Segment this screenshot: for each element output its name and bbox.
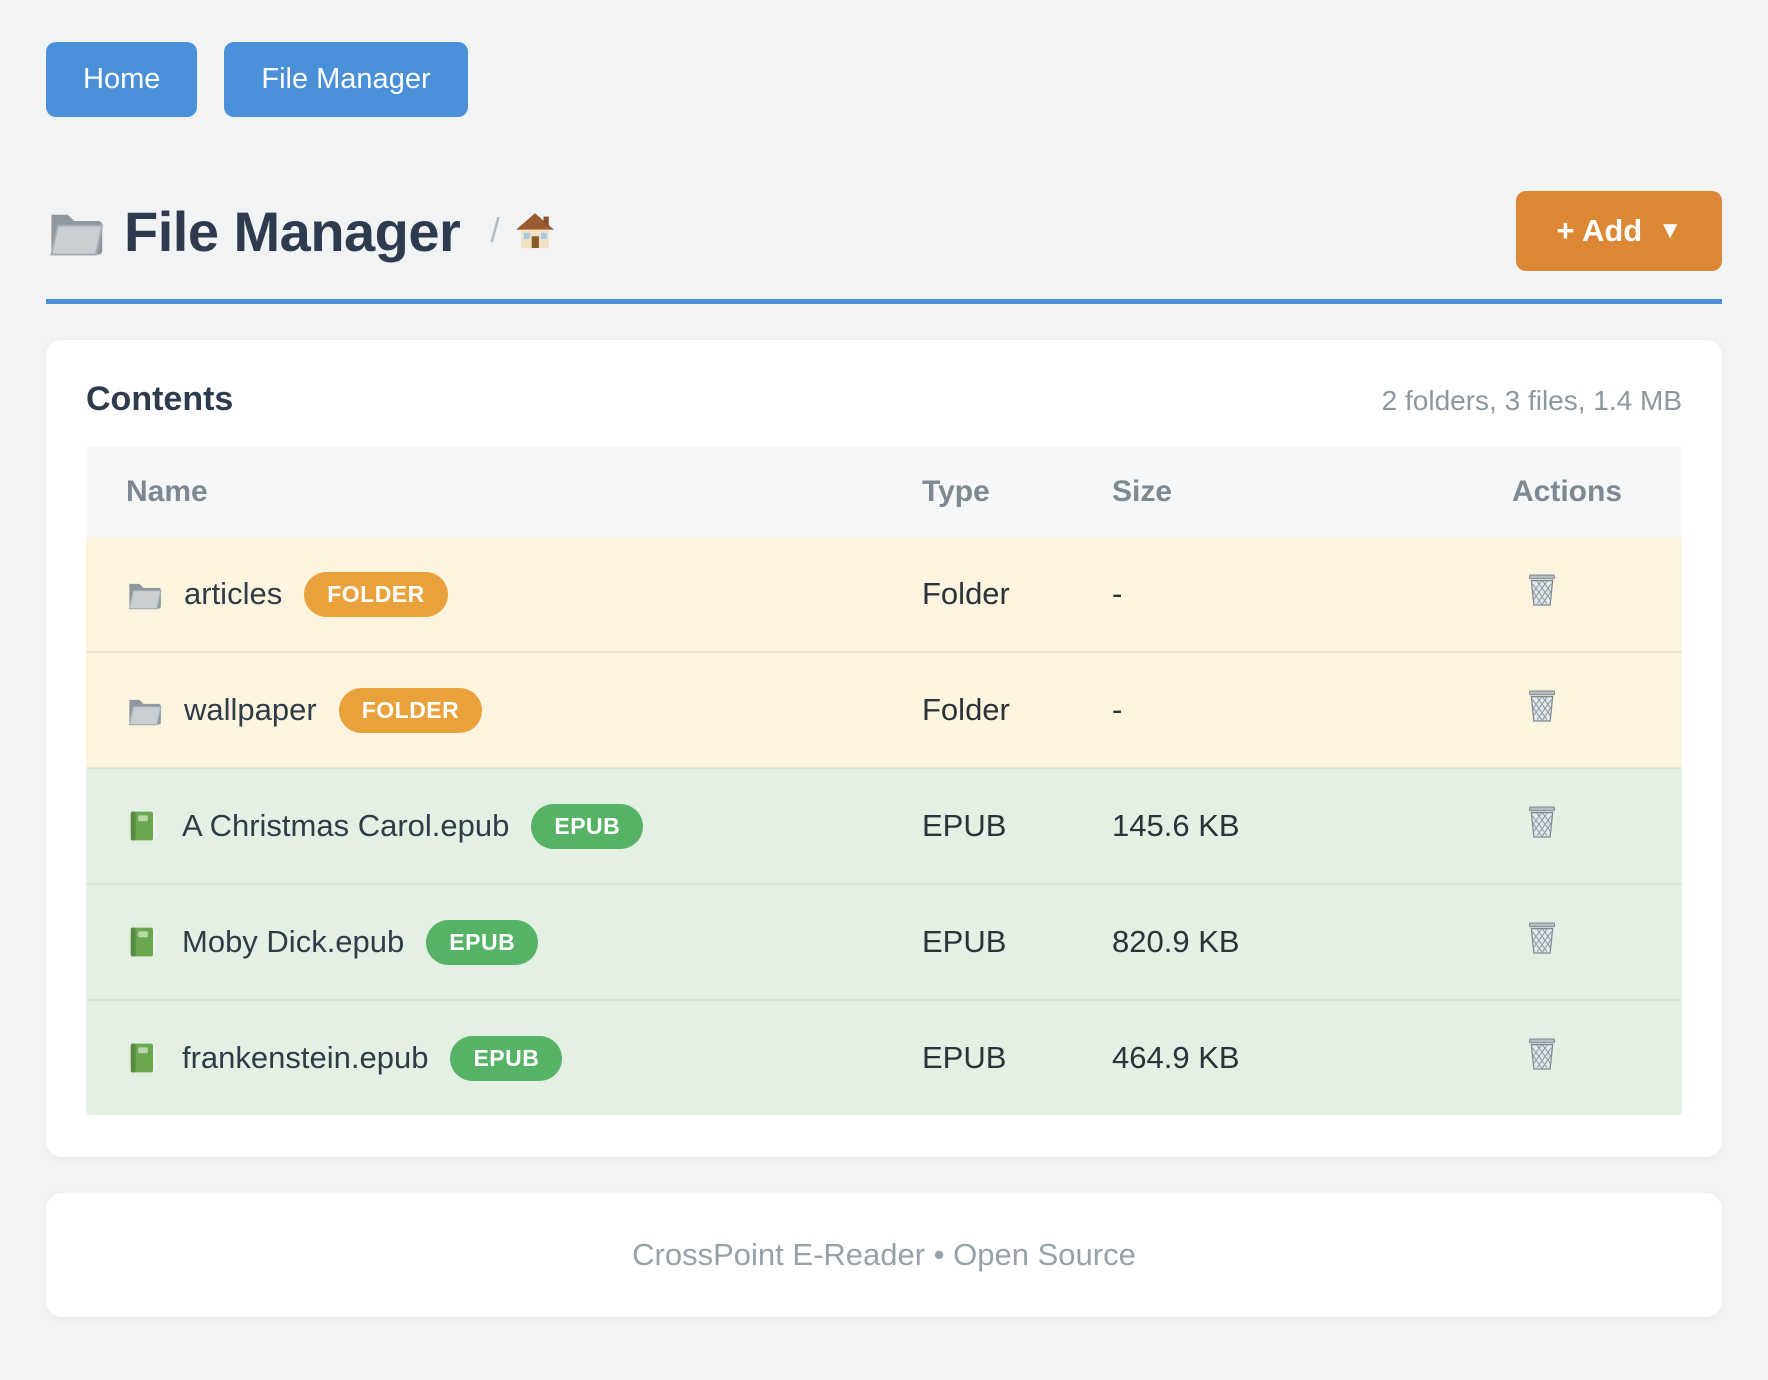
contents-card: Contents 2 folders, 3 files, 1.4 MB Name… (46, 340, 1722, 1157)
contents-title: Contents (86, 380, 234, 418)
file-name[interactable]: articles (184, 576, 283, 611)
type-cell: EPUB (922, 883, 1112, 1000)
table-header-row: Name Type Size Actions (86, 447, 1682, 537)
trash-icon (1522, 802, 1562, 842)
book-icon (126, 925, 160, 959)
folder-icon (126, 576, 162, 612)
trash-button[interactable] (1522, 802, 1562, 842)
type-cell: Folder (922, 651, 1112, 768)
table-row[interactable]: articles FOLDER Folder - (86, 537, 1682, 652)
trash-icon (1522, 686, 1562, 726)
folder-icon (126, 692, 162, 728)
type-cell: EPUB (922, 767, 1112, 884)
trash-button[interactable] (1522, 918, 1562, 958)
type-badge: FOLDER (304, 571, 448, 617)
contents-table: Name Type Size Actions (86, 447, 1682, 1115)
type-cell: EPUB (922, 999, 1112, 1115)
file-name[interactable]: A Christmas Carol.epub (182, 808, 510, 843)
caret-down-icon: ▼ (1658, 217, 1682, 244)
trash-icon (1522, 918, 1562, 958)
table-row[interactable]: frankenstein.epub EPUB EPUB 464.9 KB (86, 999, 1682, 1115)
page-title: File Manager (124, 199, 461, 263)
footer-text: CrossPoint E-Reader • Open Source (632, 1237, 1136, 1272)
contents-summary: 2 folders, 3 files, 1.4 MB (1381, 385, 1682, 416)
type-badge: EPUB (531, 803, 644, 849)
table-row[interactable]: wallpaper FOLDER Folder - (86, 651, 1682, 768)
breadcrumb: / (490, 210, 555, 252)
type-badge: EPUB (450, 1035, 563, 1081)
table-row[interactable]: Moby Dick.epub EPUB EPUB 820.9 KB (86, 883, 1682, 1000)
title-group: File Manager / (46, 199, 556, 264)
size-cell: 145.6 KB (1112, 767, 1512, 884)
file-name[interactable]: wallpaper (184, 692, 317, 727)
add-button[interactable]: + Add ▼ (1516, 191, 1722, 271)
trash-button[interactable] (1522, 1034, 1562, 1074)
top-nav: Home File Manager (46, 42, 1722, 117)
trash-button[interactable] (1522, 686, 1562, 726)
book-icon (126, 809, 160, 843)
column-header-actions: Actions (1512, 447, 1682, 537)
table-row[interactable]: A Christmas Carol.epub EPUB EPUB 145.6 K… (86, 767, 1682, 884)
size-cell: 464.9 KB (1112, 999, 1512, 1115)
trash-icon (1522, 570, 1562, 610)
column-header-name: Name (86, 447, 922, 537)
trash-icon (1522, 1034, 1562, 1074)
type-cell: Folder (922, 537, 1112, 652)
type-badge: FOLDER (338, 687, 483, 733)
size-cell: 820.9 KB (1112, 883, 1512, 1000)
book-icon (126, 1041, 160, 1075)
breadcrumb-separator: / (490, 211, 500, 250)
footer-card: CrossPoint E-Reader • Open Source (46, 1193, 1722, 1317)
page-header: File Manager / + Add ▼ (46, 191, 1722, 271)
type-badge: EPUB (426, 919, 539, 965)
size-cell: - (1112, 651, 1512, 768)
file-name[interactable]: Moby Dick.epub (182, 924, 405, 959)
contents-table-body: articles FOLDER Folder - (86, 537, 1682, 1115)
folder-title-icon (46, 202, 104, 260)
contents-card-header: Contents 2 folders, 3 files, 1.4 MB (86, 380, 1682, 419)
nav-button-file-manager[interactable]: File Manager (224, 42, 468, 117)
size-cell: - (1112, 537, 1512, 652)
add-button-label: + Add (1556, 213, 1643, 248)
column-header-type: Type (922, 447, 1112, 537)
trash-button[interactable] (1522, 570, 1562, 610)
header-divider (46, 299, 1722, 304)
file-name[interactable]: frankenstein.epub (182, 1040, 429, 1075)
home-breadcrumb-icon[interactable] (514, 210, 556, 252)
column-header-size: Size (1112, 447, 1512, 537)
nav-button-home[interactable]: Home (46, 42, 198, 117)
